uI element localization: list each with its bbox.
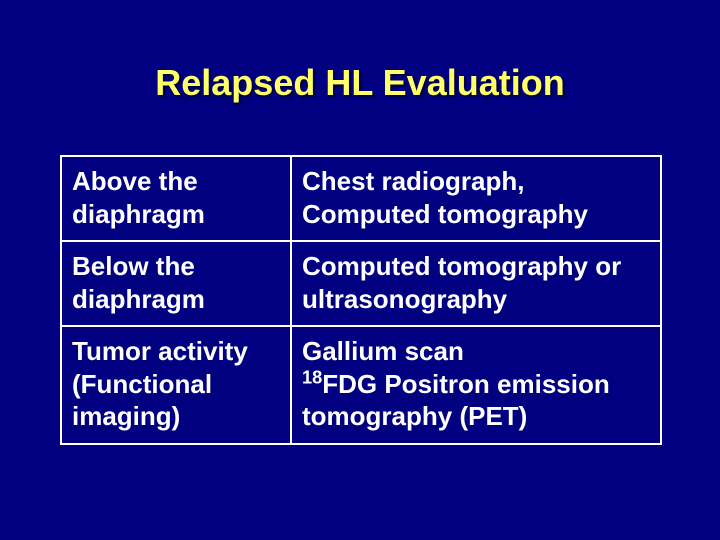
slide-title: Relapsed HL Evaluation — [0, 62, 720, 104]
table-row: Tumor activity (Functional imaging) Gall… — [61, 326, 661, 444]
evaluation-table: Above the diaphragm Chest radiograph, Co… — [60, 155, 662, 445]
slide: Relapsed HL Evaluation Above the diaphra… — [0, 0, 720, 540]
row-label: Below the diaphragm — [61, 241, 291, 326]
row-label: Above the diaphragm — [61, 156, 291, 241]
row-label: Tumor activity (Functional imaging) — [61, 326, 291, 444]
table-row: Above the diaphragm Chest radiograph, Co… — [61, 156, 661, 241]
table-row: Below the diaphragm Computed tomography … — [61, 241, 661, 326]
row-value: Gallium scan18FDG Positron emission tomo… — [291, 326, 661, 444]
row-value: Computed tomography or ultrasonography — [291, 241, 661, 326]
row-value: Chest radiograph, Computed tomography — [291, 156, 661, 241]
